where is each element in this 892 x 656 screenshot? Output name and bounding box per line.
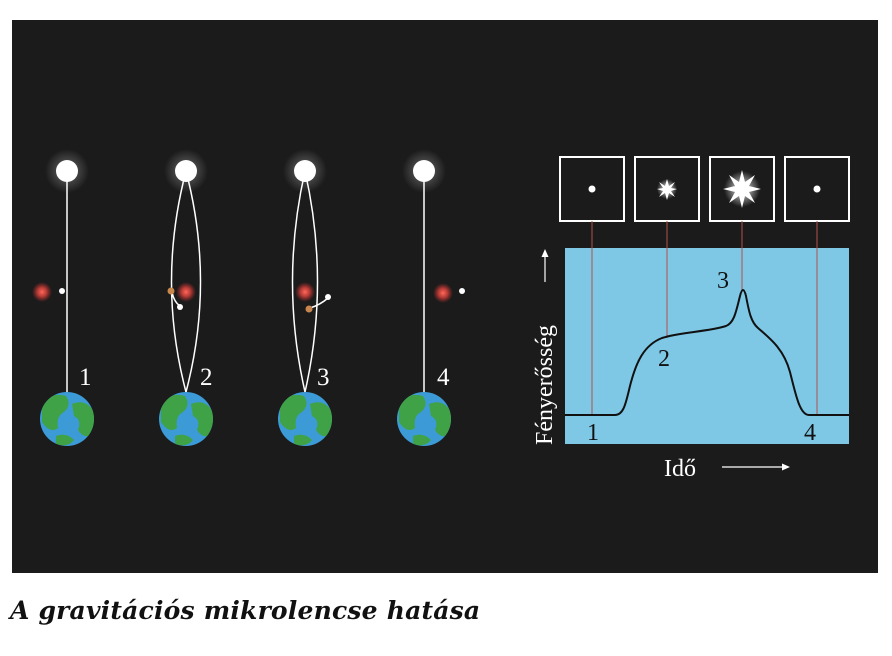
y-axis-label: Fényerősség (532, 325, 558, 445)
light-path-right (304, 170, 319, 393)
earth-icon (397, 392, 451, 446)
panel-number: 4 (437, 364, 450, 391)
panel-3: 3 (278, 149, 332, 446)
planet (59, 288, 65, 294)
planet (459, 288, 465, 294)
appearance-box-3 (709, 156, 775, 222)
microlensing-diagram: 1 2 (12, 20, 878, 573)
panel-number: 2 (200, 364, 213, 391)
earth-icon (40, 392, 94, 446)
light-curve-chart: 1 2 3 4 Fényerősség Idő (532, 221, 849, 482)
panel-number: 3 (317, 364, 330, 391)
panel-4: 4 (397, 149, 465, 446)
appearance-box-2 (634, 156, 700, 222)
light-path-right (185, 170, 202, 393)
panel-1: 1 (32, 149, 94, 446)
light-curve (565, 289, 849, 416)
point-label-3: 3 (717, 268, 729, 294)
lens-star (176, 282, 196, 302)
star-burst-small (657, 179, 677, 200)
x-axis-arrow (722, 463, 790, 471)
lens-star (295, 282, 315, 302)
star-point (588, 185, 596, 193)
appearance-box-4 (784, 156, 850, 222)
panel-number: 1 (79, 364, 92, 391)
panel-2: 2 (159, 149, 213, 446)
x-axis-label: Idő (664, 456, 696, 482)
planet-previous (167, 287, 175, 295)
lens-star (32, 282, 52, 302)
lens-star (433, 283, 453, 303)
y-axis-arrow (541, 249, 549, 282)
planet (325, 294, 331, 300)
star-point (813, 185, 821, 193)
planet-previous (305, 305, 313, 313)
earth-icon (159, 392, 213, 446)
earth-icon (278, 392, 332, 446)
star-burst-large (723, 170, 761, 208)
point-label-1: 1 (587, 420, 599, 446)
point-label-4: 4 (804, 420, 816, 446)
figure-caption: A gravitációs mikrolencse hatása (10, 596, 481, 625)
light-path-left (170, 170, 187, 393)
light-path-left (291, 170, 306, 393)
planet (177, 304, 183, 310)
appearance-box-1 (559, 156, 625, 222)
point-label-2: 2 (658, 346, 670, 372)
